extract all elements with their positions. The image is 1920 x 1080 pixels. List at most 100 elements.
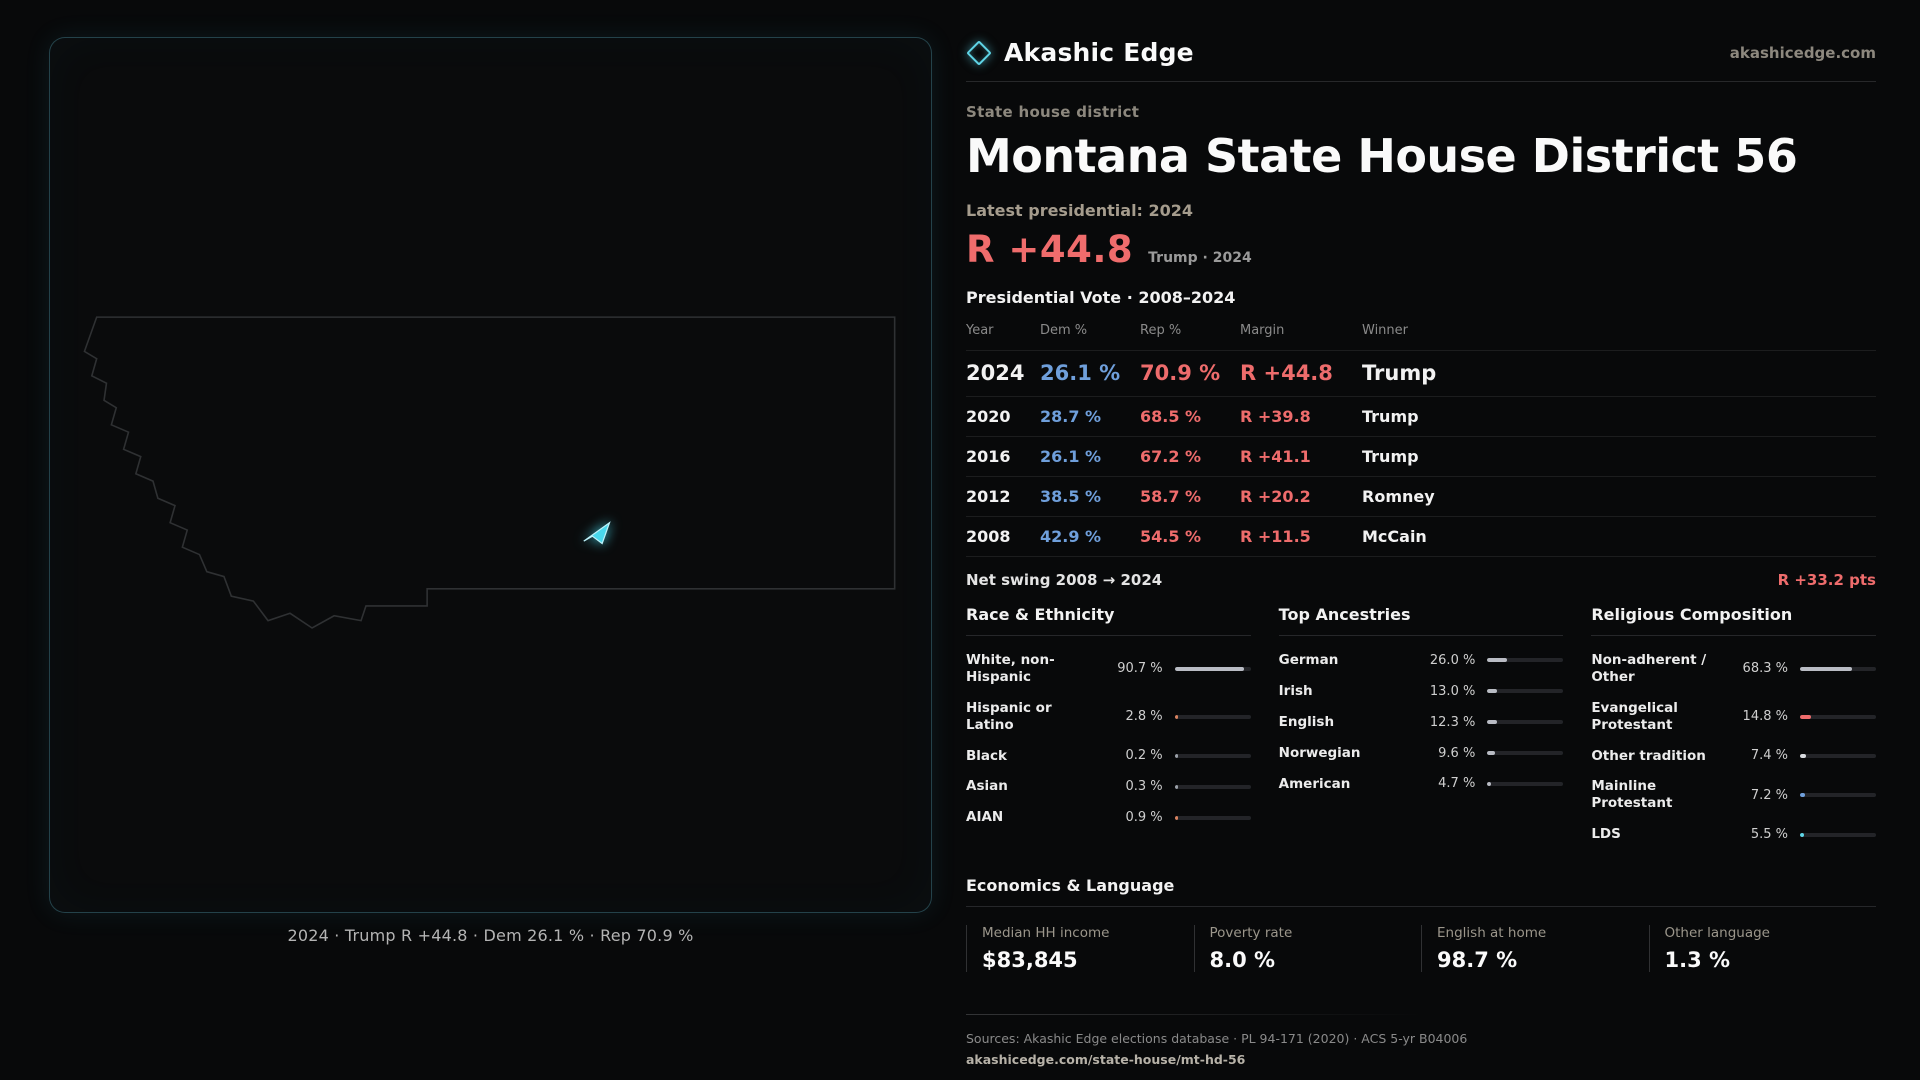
- stat-label: Norwegian: [1278, 744, 1361, 761]
- vote-table-title: Presidential Vote · 2008–2024: [966, 288, 1236, 307]
- stat-row: Hispanic or Latino 2.8 %: [966, 693, 1251, 741]
- table-row-2024: 2024 26.1 % 70.9 % R +44.8 Trump: [966, 350, 1876, 396]
- net-swing-row: Net swing 2008 → 2024 R +33.2 pts: [966, 556, 1876, 599]
- stat-value: 0.9 %: [1125, 810, 1163, 826]
- net-swing-label: Net swing 2008 → 2024: [966, 571, 1163, 589]
- econ-stat-poverty-rate: Poverty rate 8.0 %: [1193, 925, 1422, 972]
- col-year: Year: [966, 323, 994, 338]
- stat-row: Black 0.2 %: [966, 741, 1251, 772]
- stat-value: 12.3 %: [1429, 714, 1476, 730]
- net-swing-value: R +33.2 pts: [1777, 571, 1876, 589]
- winner-cell: McCain: [1362, 527, 1427, 546]
- religious-composition-section: Religious Composition Non-adherent / Oth…: [1591, 605, 1876, 850]
- dem-cell: 26.1 %: [1040, 447, 1102, 466]
- stat-row: English 12.3 %: [1279, 707, 1564, 738]
- stat-bar: [1799, 753, 1876, 758]
- stat-value: 0.2 %: [1125, 748, 1163, 764]
- permalink-link[interactable]: akashicedge.com/state-house/mt-hd-56: [966, 1052, 1246, 1067]
- demographics-section: Race & Ethnicity White, non-Hispanic 90.…: [966, 605, 1876, 850]
- stat-value: 5.5 %: [1750, 827, 1788, 843]
- stat-label: Asian: [966, 778, 1008, 795]
- stat-row: White, non-Hispanic 90.7 %: [966, 645, 1251, 693]
- econ-stat-value: 8.0 %: [1209, 948, 1276, 972]
- winner-cell: Romney: [1362, 487, 1435, 506]
- montana-outline-map: [83, 316, 896, 629]
- stat-label: American: [1278, 775, 1351, 792]
- stat-value: 7.2 %: [1750, 787, 1788, 803]
- stat-bar: [1487, 720, 1564, 725]
- econ-stat-value: 98.7 %: [1437, 948, 1518, 972]
- stat-label: Black: [966, 747, 1008, 764]
- stat-row: Norwegian 9.6 %: [1279, 738, 1564, 769]
- top-ancestries-section: Top Ancestries German 26.0 % Irish 13.0 …: [1278, 605, 1564, 850]
- stat-bar: [1799, 714, 1876, 719]
- stat-bar: [1174, 815, 1251, 820]
- stat-bar: [1799, 793, 1876, 798]
- winner-cell: Trump: [1362, 361, 1437, 385]
- stat-bar: [1799, 666, 1876, 671]
- economics-title: Economics & Language: [966, 876, 1876, 907]
- rep-cell: 68.5 %: [1140, 407, 1202, 426]
- vote-table: Year Dem % Rep % Margin Winner 2024 26.1…: [966, 315, 1876, 599]
- year-cell: 2008: [966, 527, 1011, 546]
- stat-bar: [1799, 832, 1876, 837]
- year-cell: 2012: [966, 487, 1011, 506]
- diamond-logo-icon: [966, 39, 992, 66]
- sources-text: Sources: Akashic Edge elections database…: [966, 1031, 1468, 1046]
- col-margin: Margin: [1240, 323, 1285, 338]
- table-row-2012: 2012 38.5 % 58.7 % R +20.2 Romney: [966, 476, 1876, 516]
- col-winner: Winner: [1362, 323, 1409, 338]
- latest-presidential-label: Latest presidential: 2024: [966, 201, 1194, 220]
- year-cell: 2020: [966, 407, 1011, 426]
- rep-cell: 54.5 %: [1140, 527, 1202, 546]
- margin-cell: R +11.5: [1240, 527, 1311, 546]
- vote-table-header: Year Dem % Rep % Margin Winner: [966, 315, 1876, 350]
- headline-margin-value: R +44.8: [966, 228, 1134, 271]
- table-row-2008: 2008 42.9 % 54.5 % R +11.5 McCain: [966, 516, 1876, 556]
- stat-value: 26.0 %: [1429, 652, 1476, 668]
- stat-label: English: [1278, 713, 1335, 730]
- headline-margin-row: R +44.8 Trump · 2024: [966, 228, 1876, 271]
- stat-label: Non-adherent / Other: [1591, 652, 1707, 685]
- header-divider: [966, 81, 1876, 82]
- section-title: Top Ancestries: [1278, 605, 1564, 636]
- stat-bar: [1487, 689, 1564, 694]
- district-marker: [583, 521, 611, 545]
- dem-cell: 42.9 %: [1040, 527, 1102, 546]
- stat-bar: [1487, 751, 1564, 756]
- table-row-2020: 2020 28.7 % 68.5 % R +39.8 Trump: [966, 396, 1876, 436]
- stat-label: AIAN: [966, 809, 1004, 826]
- stat-row: Irish 13.0 %: [1279, 676, 1564, 707]
- page-title: Montana State House District 56: [966, 129, 1798, 183]
- margin-cell: R +41.1: [1240, 447, 1311, 466]
- stat-row: Asian 0.3 %: [966, 771, 1251, 802]
- stat-label: LDS: [1591, 826, 1621, 843]
- stat-label: Irish: [1278, 682, 1313, 699]
- site-domain-link[interactable]: akashicedge.com: [1729, 43, 1876, 62]
- econ-stat-label: Other language: [1664, 925, 1770, 941]
- stat-value: 9.6 %: [1438, 745, 1476, 761]
- econ-stat-label: Poverty rate: [1209, 925, 1293, 941]
- rep-cell: 58.7 %: [1140, 487, 1202, 506]
- stat-value: 68.3 %: [1742, 661, 1788, 677]
- margin-cell: R +44.8: [1240, 361, 1333, 385]
- race-ethnicity-section: Race & Ethnicity White, non-Hispanic 90.…: [966, 605, 1251, 850]
- stat-value: 90.7 %: [1117, 661, 1163, 677]
- dem-cell: 38.5 %: [1040, 487, 1102, 506]
- stat-bar: [1174, 714, 1251, 719]
- stat-row: Evangelical Protestant 14.8 %: [1591, 693, 1876, 741]
- district-map-panel: [49, 37, 932, 913]
- margin-cell: R +39.8: [1240, 407, 1311, 426]
- stat-value: 2.8 %: [1125, 709, 1163, 725]
- econ-stat-median-income: Median HH income $83,845: [966, 925, 1194, 972]
- brand-header: Akashic Edge akashicedge.com: [966, 0, 1876, 67]
- stat-row: LDS 5.5 %: [1591, 819, 1876, 850]
- dem-cell: 26.1 %: [1040, 361, 1121, 385]
- econ-stat-value: $83,845: [982, 948, 1078, 972]
- footer-divider: [966, 1014, 1422, 1015]
- table-row-2016: 2016 26.1 % 67.2 % R +41.1 Trump: [966, 436, 1876, 476]
- margin-cell: R +20.2: [1240, 487, 1311, 506]
- stat-label: German: [1278, 652, 1339, 668]
- district-type-label: State house district: [966, 103, 1140, 121]
- winner-cell: Trump: [1362, 407, 1419, 426]
